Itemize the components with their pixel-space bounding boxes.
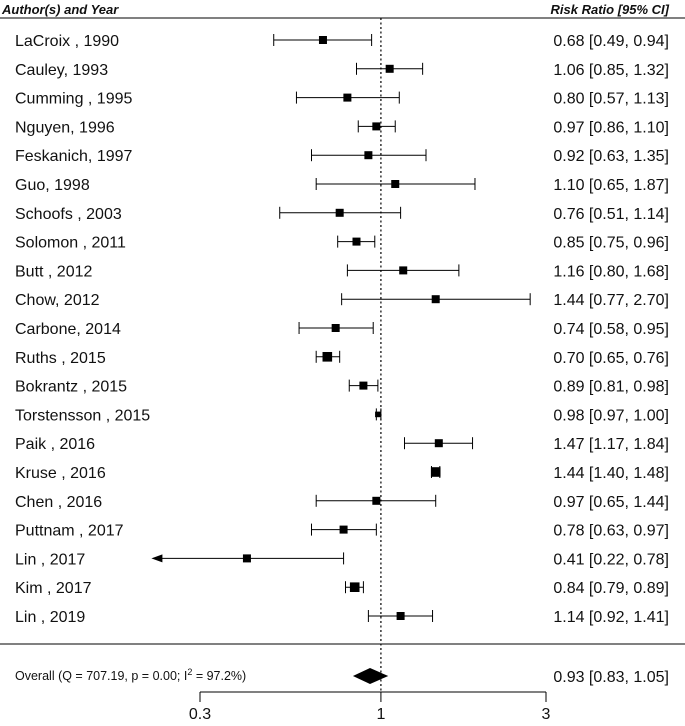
study-label: Torstensson , 2015 [15,407,150,424]
x-tick-label: 1 [376,706,385,723]
study-column-header: Author(s) and Year [1,2,119,17]
overall-estimate-text: 0.93 [0.83, 1.05] [553,669,669,686]
study-estimate-text: 1.10 [0.65, 1.87] [553,177,669,194]
study-label: Schoofs , 2003 [15,206,122,223]
study-label: Solomon , 2011 [15,235,126,252]
study-row: Kruse , 2016 1.44 [1.40, 1.48] [15,465,669,482]
study-row: Cumming , 1995 0.80 [0.57, 1.13] [15,91,669,108]
study-row: Puttnam , 2017 0.78 [0.63, 0.97] [15,523,669,540]
study-label: Paik , 2016 [15,436,95,453]
study-estimate-text: 0.89 [0.81, 0.98] [553,379,669,396]
study-estimate-text: 0.92 [0.63, 1.35] [553,148,669,165]
study-label: Butt , 2012 [15,263,92,280]
study-label: Guo, 1998 [15,177,90,194]
study-label: Ruths , 2015 [15,350,106,367]
study-label: LaCroix , 1990 [15,33,119,50]
point-estimate [372,496,381,505]
study-label: Cauley, 1993 [15,62,108,79]
point-estimate [343,93,352,102]
point-estimate [335,208,344,217]
study-row: Guo, 1998 1.10 [0.65, 1.87] [15,177,669,194]
study-row: Ruths , 2015 0.70 [0.65, 0.76] [15,350,669,367]
point-estimate [372,122,381,131]
point-estimate [391,180,400,188]
point-estimate [430,467,441,477]
study-row: Carbone, 2014 0.74 [0.58, 0.95] [15,321,669,338]
study-label: Carbone, 2014 [15,321,121,338]
point-estimate [331,324,340,332]
point-estimate [431,295,440,304]
estimate-column-header: Risk Ratio [95% CI] [551,2,670,17]
study-row: Bokrantz , 2015 0.89 [0.81, 0.98] [15,379,669,396]
study-row: Lin , 2019 1.14 [0.92, 1.41] [15,609,669,626]
study-label: Puttnam , 2017 [15,523,124,540]
study-estimate-text: 0.76 [0.51, 1.14] [553,206,669,223]
study-row: Butt , 2012 1.16 [0.80, 1.68] [15,263,669,280]
study-estimate-text: 0.80 [0.57, 1.13] [553,91,669,108]
point-estimate [322,352,333,362]
ci-arrow-left [151,554,163,563]
x-tick-label: 0.3 [189,706,211,723]
study-estimate-text: 0.84 [0.79, 0.89] [553,580,669,597]
point-estimate [318,36,327,44]
study-row: Feskanich, 1997 0.92 [0.63, 1.35] [15,148,669,165]
study-estimate-text: 0.78 [0.63, 0.97] [553,523,669,540]
point-estimate [359,381,368,390]
study-label: Nguyen, 1996 [15,119,115,136]
study-label: Feskanich, 1997 [15,148,133,165]
point-estimate [339,525,348,534]
point-estimate [375,411,381,418]
study-estimate-text: 0.97 [0.86, 1.10] [553,119,669,136]
study-estimate-text: 0.70 [0.65, 0.76] [553,350,669,367]
study-row: Nguyen, 1996 0.97 [0.86, 1.10] [15,119,669,136]
study-estimate-text: 0.41 [0.22, 0.78] [553,551,669,568]
study-estimate-text: 1.44 [1.40, 1.48] [553,465,669,482]
study-row: Paik , 2016 1.47 [1.17, 1.84] [15,436,669,453]
study-label: Lin , 2019 [15,609,85,626]
point-estimate [396,612,405,620]
study-label: Kruse , 2016 [15,465,106,482]
study-label: Lin , 2017 [15,551,85,568]
study-row: Torstensson , 2015 0.98 [0.97, 1.00] [15,407,669,424]
study-row: Solomon , 2011 0.85 [0.75, 0.96] [15,235,669,252]
study-estimate-text: 1.14 [0.92, 1.41] [553,609,669,626]
study-row: LaCroix , 1990 0.68 [0.49, 0.94] [15,33,669,50]
study-row: Chow, 2012 1.44 [0.77, 2.70] [15,292,669,309]
study-estimate-text: 1.16 [0.80, 1.68] [553,263,669,280]
study-row: Kim , 2017 0.84 [0.79, 0.89] [15,580,669,597]
study-estimate-text: 1.44 [0.77, 2.70] [553,292,669,309]
study-row: Lin , 2017 0.41 [0.22, 0.78] [15,551,669,568]
point-estimate [399,266,408,275]
study-estimate-text: 0.85 [0.75, 0.96] [553,235,669,252]
study-row: Schoofs , 2003 0.76 [0.51, 1.14] [15,206,669,223]
study-estimate-text: 0.74 [0.58, 0.95] [553,321,669,338]
x-tick-label: 3 [542,706,551,723]
study-estimate-text: 0.68 [0.49, 0.94] [553,33,669,50]
point-estimate [349,582,360,592]
study-label: Chow, 2012 [15,292,100,309]
point-estimate [242,554,251,563]
study-label: Chen , 2016 [15,494,102,511]
study-label: Bokrantz , 2015 [15,379,127,396]
study-row: Chen , 2016 0.97 [0.65, 1.44] [15,494,669,511]
point-estimate [352,237,361,246]
overall-diamond [352,668,389,684]
study-estimate-text: 0.97 [0.65, 1.44] [553,494,669,511]
study-row: Cauley, 1993 1.06 [0.85, 1.32] [15,62,669,79]
overall-label: Overall (Q = 707.19, p = 0.00; I2 = 97.2… [15,667,246,683]
study-estimate-text: 1.06 [0.85, 1.32] [553,62,669,79]
study-estimate-text: 1.47 [1.17, 1.84] [553,436,669,453]
study-label: Kim , 2017 [15,580,92,597]
point-estimate [364,151,373,160]
study-estimate-text: 0.98 [0.97, 1.00] [553,407,669,424]
study-label: Cumming , 1995 [15,91,132,108]
point-estimate [434,439,443,448]
point-estimate [385,64,394,73]
